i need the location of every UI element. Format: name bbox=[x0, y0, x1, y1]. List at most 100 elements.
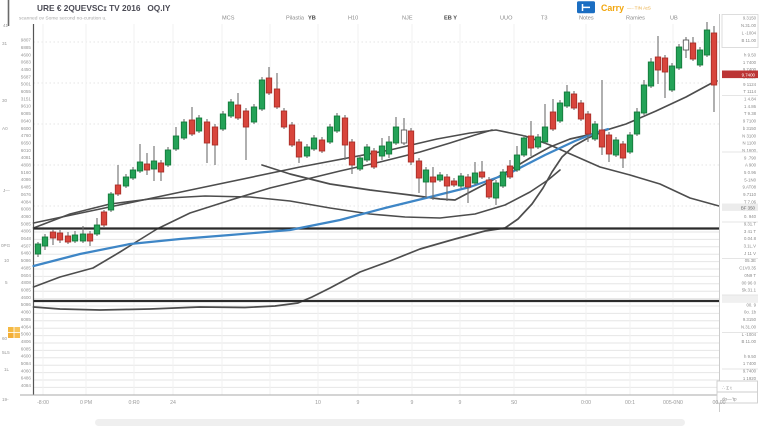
svg-text:0683: 0683 bbox=[21, 60, 32, 65]
svg-text:4806: 4806 bbox=[21, 229, 32, 234]
svg-text:b 3150: b 3150 bbox=[743, 126, 757, 131]
svg-text:5-1N0: 5-1N0 bbox=[744, 177, 756, 182]
svg-text:5085: 5085 bbox=[21, 221, 32, 226]
svg-text:6010: 6010 bbox=[21, 148, 32, 153]
svg-text:9.3150: 9.3150 bbox=[743, 16, 757, 21]
svg-text:MCS: MCS bbox=[222, 16, 235, 22]
svg-text:1 1920: 1 1920 bbox=[743, 376, 757, 381]
svg-text:4685: 4685 bbox=[21, 265, 32, 270]
svg-text:24: 24 bbox=[170, 400, 176, 406]
svg-text:6085: 6085 bbox=[21, 288, 32, 293]
svg-text:5086: 5086 bbox=[21, 258, 32, 263]
svg-text:UUO: UUO bbox=[500, 16, 513, 22]
svg-text:9.3150: 9.3150 bbox=[743, 317, 757, 322]
svg-text:Ramies: Ramies bbox=[626, 16, 645, 22]
svg-text:00 96 0: 00 96 0 bbox=[742, 280, 757, 285]
svg-text:5L5: 5L5 bbox=[2, 350, 10, 355]
svg-text:4600: 4600 bbox=[21, 354, 32, 359]
svg-text:9 7100: 9 7100 bbox=[743, 119, 757, 124]
svg-text:T 9.38: T 9.38 bbox=[744, 111, 757, 116]
svg-text:h 9.50: h 9.50 bbox=[744, 53, 757, 58]
svg-text:5 0.96: 5 0.96 bbox=[744, 170, 757, 175]
svg-text:4450: 4450 bbox=[21, 67, 32, 72]
svg-text:1 7400: 1 7400 bbox=[743, 361, 757, 366]
svg-text:J 11 V: J 11 V bbox=[744, 251, 756, 256]
svg-text:1 4.86: 1 4.86 bbox=[744, 104, 757, 109]
svg-text:6460: 6460 bbox=[21, 251, 32, 256]
svg-text:3.1L.V: 3.1L.V bbox=[744, 244, 757, 249]
svg-text:J—: J— bbox=[3, 188, 10, 193]
svg-text:5086: 5086 bbox=[21, 302, 32, 307]
svg-text:do—’tp: do—’tp bbox=[722, 397, 737, 402]
svg-text:URE € 2QUEVSCɪ TV 2016 OQ.IY: URE € 2QUEVSCɪ TV 2016 OQ.IY bbox=[37, 3, 171, 13]
svg-text:9610: 9610 bbox=[21, 104, 32, 109]
svg-text:T 1114: T 1114 bbox=[743, 89, 756, 94]
svg-text:0676: 0676 bbox=[21, 192, 32, 197]
svg-text:—··TIN AɪS: —··TIN AɪS bbox=[627, 6, 651, 11]
svg-text:scanned ov Some second no-cur: scanned ov Some second no-curution u. bbox=[19, 16, 107, 22]
svg-text:6055: 6055 bbox=[21, 89, 32, 94]
svg-text:Carry: Carry bbox=[601, 3, 624, 13]
svg-text:0:R0: 0:R0 bbox=[129, 400, 140, 406]
svg-text:N.31.00: N.31.00 bbox=[741, 324, 757, 329]
svg-text:10: 10 bbox=[4, 258, 10, 263]
svg-text:BF 350: BF 350 bbox=[741, 206, 756, 211]
svg-text:∴ Σ t: ∴ Σ t bbox=[722, 386, 732, 391]
svg-text:1 4.84: 1 4.84 bbox=[744, 97, 757, 102]
svg-text:0. 940: 0. 940 bbox=[744, 214, 757, 219]
svg-text:6085: 6085 bbox=[21, 111, 32, 116]
svg-text:5: 5 bbox=[5, 280, 8, 285]
svg-text:H10: H10 bbox=[348, 16, 358, 22]
svg-text:4600: 4600 bbox=[21, 295, 32, 300]
svg-text:h 9.50: h 9.50 bbox=[744, 354, 757, 359]
svg-text:0640: 0640 bbox=[21, 118, 32, 123]
svg-text:6600: 6600 bbox=[21, 126, 32, 131]
svg-text:L -1004: L -1004 bbox=[742, 332, 757, 337]
svg-text:UB: UB bbox=[670, 16, 678, 22]
svg-text:4084: 4084 bbox=[21, 383, 32, 388]
svg-text:4806: 4806 bbox=[21, 339, 32, 344]
svg-text:N 3100: N 3100 bbox=[742, 133, 756, 138]
svg-text:00:1: 00:1 bbox=[625, 400, 635, 406]
svg-text:A0: A0 bbox=[2, 126, 8, 131]
svg-text:C1V0.35: C1V0.35 bbox=[739, 266, 756, 271]
svg-text:L -1004: L -1004 bbox=[742, 30, 757, 35]
svg-text:-8:00: -8:00 bbox=[37, 400, 49, 406]
svg-text:4084: 4084 bbox=[21, 199, 32, 204]
svg-text:00. 9: 00. 9 bbox=[746, 302, 756, 307]
svg-text:9: 9 bbox=[459, 400, 462, 406]
svg-text:1L: 1L bbox=[4, 367, 10, 372]
svg-text:5687: 5687 bbox=[21, 74, 32, 79]
svg-text:9.7400: 9.7400 bbox=[742, 73, 756, 78]
svg-text:10: 10 bbox=[315, 400, 321, 406]
svg-text:4060: 4060 bbox=[21, 310, 32, 315]
svg-text:4060: 4060 bbox=[21, 214, 32, 219]
svg-text:9807: 9807 bbox=[21, 38, 32, 43]
svg-text:6485: 6485 bbox=[21, 185, 32, 190]
svg-text:1 7400: 1 7400 bbox=[743, 60, 757, 65]
svg-text:00.00: 00.00 bbox=[713, 400, 726, 406]
svg-text:19-: 19- bbox=[2, 397, 9, 402]
svg-text:3151: 3151 bbox=[21, 96, 32, 101]
svg-text:9: 9 bbox=[357, 400, 360, 406]
svg-text:30: 30 bbox=[2, 98, 8, 103]
svg-text:05.3E: 05.3E bbox=[745, 258, 756, 263]
svg-text:60: 60 bbox=[2, 336, 8, 341]
svg-text:4808: 4808 bbox=[21, 163, 32, 168]
svg-text:S0: S0 bbox=[511, 400, 517, 406]
svg-text:4808: 4808 bbox=[21, 280, 32, 285]
svg-text:T3: T3 bbox=[541, 16, 548, 22]
svg-text:N 1600: N 1600 bbox=[742, 148, 756, 153]
svg-text:T 7.06: T 7.06 bbox=[744, 199, 757, 204]
svg-text:5060: 5060 bbox=[21, 332, 32, 337]
svg-text:0:00: 0:00 bbox=[581, 400, 591, 406]
svg-text:4600: 4600 bbox=[21, 52, 32, 57]
svg-text:6008: 6008 bbox=[21, 207, 32, 212]
svg-text:B 11.00: B 11.00 bbox=[742, 339, 757, 344]
svg-text:9.7400: 9.7400 bbox=[743, 67, 757, 72]
svg-text:EB Y: EB Y bbox=[444, 16, 457, 22]
svg-text:6885: 6885 bbox=[21, 45, 32, 50]
svg-text:9: 9 bbox=[411, 400, 414, 406]
svg-text:9.7400: 9.7400 bbox=[743, 369, 757, 374]
svg-text:N 1100: N 1100 bbox=[742, 141, 756, 146]
